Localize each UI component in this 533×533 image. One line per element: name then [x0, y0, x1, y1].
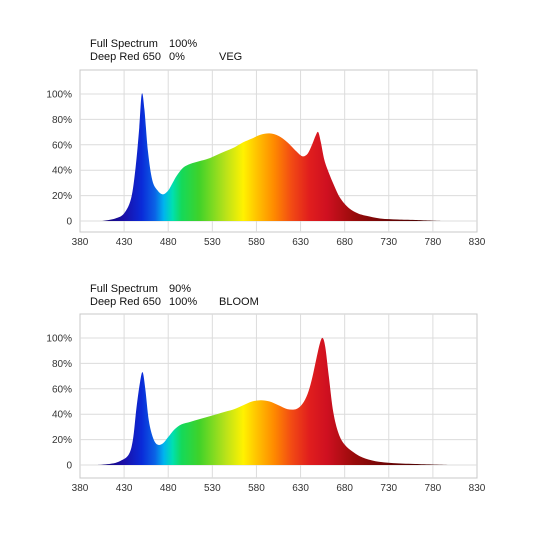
- veg-chart-panel: Full Spectrum 100% Deep Red 650 0% VEG 0…: [0, 0, 533, 266]
- x-tick-label: 480: [160, 237, 177, 248]
- x-tick-label: 580: [248, 483, 265, 494]
- veg-spectrum-chart: 0 20% 40% 60% 80% 100% 380 430 480 530 580 630 680 73…: [46, 69, 486, 248]
- x-tick-label: 830: [469, 237, 486, 248]
- x-tick-label: 380: [72, 237, 89, 248]
- y-tick-label: 80%: [52, 115, 72, 126]
- bloom-full-spectrum-value: 90%: [169, 283, 192, 295]
- y-tick-label: 20%: [52, 191, 72, 202]
- y-tick-label: 60%: [52, 140, 72, 151]
- y-tick-label: 0: [66, 461, 72, 472]
- veg-deep-red-label: Deep Red 650: [90, 51, 161, 63]
- x-tick-label: 680: [336, 237, 353, 248]
- veg-deep-red-value: 0%: [169, 51, 185, 63]
- x-tick-label: 780: [425, 237, 442, 248]
- y-tick-label: 80%: [52, 359, 72, 370]
- y-tick-label: 40%: [52, 410, 72, 421]
- x-tick-label: 780: [425, 483, 442, 494]
- plot-frame: [79, 313, 478, 479]
- y-tick-label: 100%: [46, 334, 72, 345]
- x-tick-label: 380: [72, 483, 89, 494]
- y-tick-label: 20%: [52, 435, 72, 446]
- y-tick-label: 60%: [52, 384, 72, 395]
- x-tick-label: 730: [380, 483, 397, 494]
- x-tick-label: 530: [204, 483, 221, 494]
- x-tick-label: 430: [116, 483, 133, 494]
- bloom-full-spectrum-label: Full Spectrum: [90, 283, 158, 295]
- x-tick-label: 480: [160, 483, 177, 494]
- veg-full-spectrum-value: 100%: [169, 38, 198, 50]
- x-tick-label: 630: [292, 483, 309, 494]
- bloom-deep-red-value: 100%: [169, 296, 198, 308]
- x-tick-label: 680: [336, 483, 353, 494]
- plot-frame: [79, 69, 478, 233]
- veg-full-spectrum-label: Full Spectrum: [90, 38, 158, 50]
- spectrum-area: [102, 93, 442, 221]
- x-tick-label: 430: [116, 237, 133, 248]
- x-tick-label: 530: [204, 237, 221, 248]
- bloom-spectrum-chart: 0 20% 40% 60% 80% 100% 380 430 480 530 580 630 680 73…: [46, 313, 486, 494]
- bloom-chart-panel: Full Spectrum 90% Deep Red 650 100% BLOO…: [0, 244, 533, 510]
- bloom-deep-red-label: Deep Red 650: [90, 296, 161, 308]
- veg-mode-label: VEG: [219, 51, 243, 63]
- spectrum-area: [97, 337, 451, 465]
- y-tick-label: 40%: [52, 166, 72, 177]
- bloom-mode-label: BLOOM: [219, 296, 259, 308]
- x-tick-label: 830: [469, 483, 486, 494]
- x-tick-label: 730: [380, 237, 397, 248]
- y-tick-label: 0: [66, 217, 72, 228]
- x-tick-label: 580: [248, 237, 265, 248]
- y-tick-label: 100%: [46, 90, 72, 101]
- x-tick-label: 630: [292, 237, 309, 248]
